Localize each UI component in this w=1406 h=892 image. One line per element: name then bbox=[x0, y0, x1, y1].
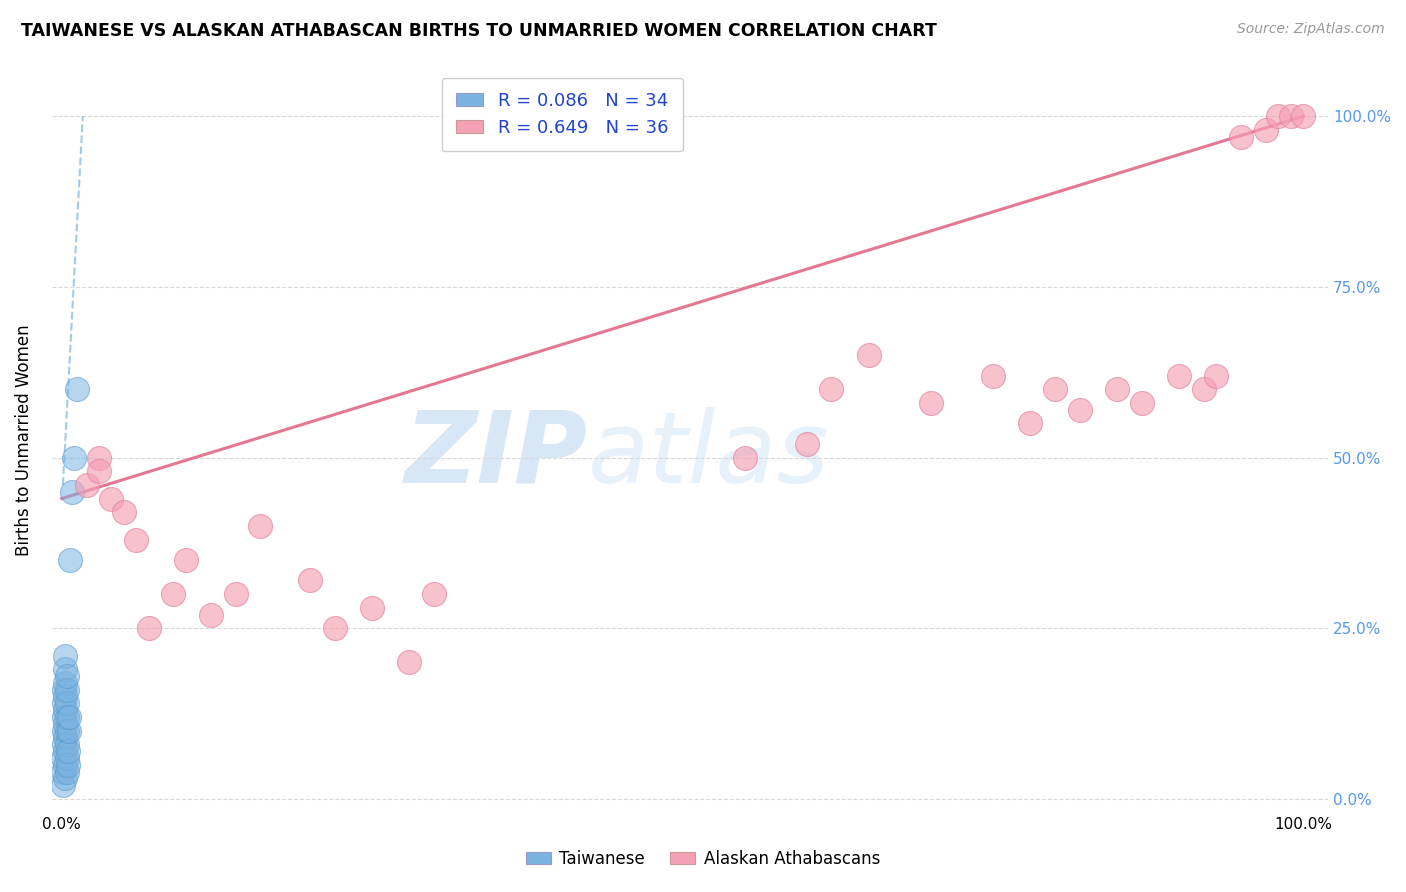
Point bbox=[423, 587, 446, 601]
Point bbox=[55, 662, 77, 676]
Point bbox=[1069, 402, 1091, 417]
Text: ZIP: ZIP bbox=[405, 407, 588, 504]
Point bbox=[1105, 382, 1128, 396]
Point bbox=[361, 600, 384, 615]
Text: Source: ZipAtlas.com: Source: ZipAtlas.com bbox=[1237, 22, 1385, 37]
Point bbox=[820, 382, 842, 396]
Point bbox=[981, 368, 1004, 383]
Point bbox=[52, 764, 75, 779]
Legend: R = 0.086   N = 34, R = 0.649   N = 36: R = 0.086 N = 34, R = 0.649 N = 36 bbox=[441, 78, 683, 152]
Point bbox=[55, 682, 77, 697]
Point bbox=[58, 723, 80, 738]
Point bbox=[1292, 109, 1315, 123]
Point bbox=[53, 696, 76, 710]
Point bbox=[1267, 109, 1289, 123]
Point bbox=[55, 696, 77, 710]
Point bbox=[55, 751, 77, 765]
Point bbox=[1205, 368, 1227, 383]
Point bbox=[112, 505, 135, 519]
Point bbox=[63, 450, 86, 465]
Point bbox=[53, 723, 76, 738]
Point bbox=[100, 491, 122, 506]
Point bbox=[796, 437, 818, 451]
Point bbox=[323, 621, 346, 635]
Point bbox=[734, 450, 756, 465]
Point bbox=[55, 723, 77, 738]
Point bbox=[249, 519, 271, 533]
Point bbox=[225, 587, 247, 601]
Point bbox=[920, 396, 942, 410]
Point bbox=[174, 553, 197, 567]
Point bbox=[1130, 396, 1153, 410]
Point bbox=[87, 464, 110, 478]
Point bbox=[1192, 382, 1215, 396]
Point bbox=[60, 484, 83, 499]
Point bbox=[56, 757, 79, 772]
Point bbox=[1230, 129, 1253, 144]
Point bbox=[298, 574, 321, 588]
Point bbox=[76, 478, 98, 492]
Point bbox=[55, 710, 77, 724]
Point bbox=[55, 648, 77, 663]
Point bbox=[58, 710, 80, 724]
Point bbox=[56, 744, 79, 758]
Point bbox=[87, 450, 110, 465]
Point bbox=[52, 751, 75, 765]
Point bbox=[55, 676, 77, 690]
Point bbox=[1168, 368, 1191, 383]
Point bbox=[1043, 382, 1066, 396]
Point bbox=[55, 716, 77, 731]
Point bbox=[858, 348, 880, 362]
Point bbox=[162, 587, 184, 601]
Point bbox=[138, 621, 160, 635]
Point bbox=[65, 382, 87, 396]
Point bbox=[55, 703, 77, 717]
Legend: Taiwanese, Alaskan Athabascans: Taiwanese, Alaskan Athabascans bbox=[519, 844, 887, 875]
Y-axis label: Births to Unmarried Women: Births to Unmarried Women bbox=[15, 325, 32, 557]
Point bbox=[55, 669, 77, 683]
Point bbox=[1279, 109, 1302, 123]
Point bbox=[53, 710, 76, 724]
Point bbox=[55, 690, 77, 704]
Point bbox=[59, 553, 82, 567]
Point bbox=[53, 682, 76, 697]
Point bbox=[53, 737, 76, 751]
Point bbox=[55, 757, 77, 772]
Point bbox=[55, 764, 77, 779]
Point bbox=[125, 533, 148, 547]
Point bbox=[55, 772, 77, 786]
Point bbox=[55, 731, 77, 745]
Text: atlas: atlas bbox=[588, 407, 830, 504]
Point bbox=[200, 607, 222, 622]
Point bbox=[398, 656, 420, 670]
Point bbox=[1019, 417, 1042, 431]
Point bbox=[55, 744, 77, 758]
Point bbox=[52, 778, 75, 792]
Point bbox=[1254, 123, 1277, 137]
Point bbox=[55, 737, 77, 751]
Text: TAIWANESE VS ALASKAN ATHABASCAN BIRTHS TO UNMARRIED WOMEN CORRELATION CHART: TAIWANESE VS ALASKAN ATHABASCAN BIRTHS T… bbox=[21, 22, 936, 40]
